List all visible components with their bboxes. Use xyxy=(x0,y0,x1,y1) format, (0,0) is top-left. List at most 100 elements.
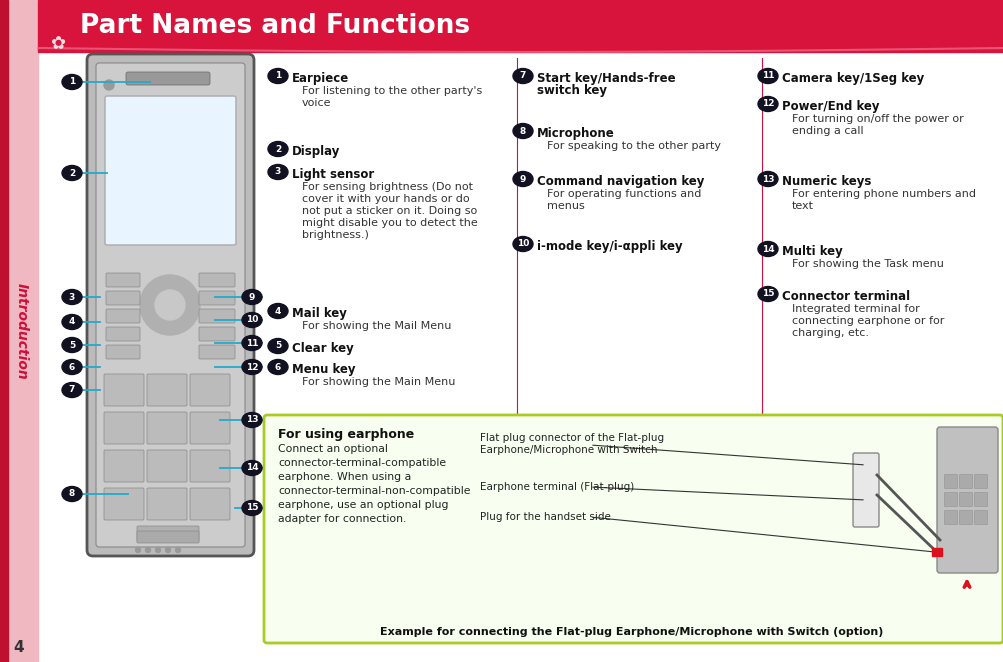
Text: ending a call: ending a call xyxy=(791,126,863,136)
FancyBboxPatch shape xyxy=(146,374,187,406)
FancyBboxPatch shape xyxy=(944,510,957,524)
Text: Flat plug connector of the Flat-plug
Earphone/Microphone with Switch: Flat plug connector of the Flat-plug Ear… xyxy=(479,433,663,455)
Text: 14: 14 xyxy=(761,244,773,254)
FancyBboxPatch shape xyxy=(136,531,199,543)
Text: Connect an optional: Connect an optional xyxy=(278,444,387,454)
Circle shape xyxy=(135,547,140,553)
Bar xyxy=(38,0,1003,52)
Text: 1: 1 xyxy=(275,71,281,81)
FancyBboxPatch shape xyxy=(974,493,987,506)
Text: 5: 5 xyxy=(69,340,75,350)
Text: For operating functions and: For operating functions and xyxy=(547,189,701,199)
Ellipse shape xyxy=(62,75,82,89)
FancyBboxPatch shape xyxy=(190,412,230,444)
Text: Example for connecting the Flat-plug Earphone/Microphone with Switch (option): Example for connecting the Flat-plug Ear… xyxy=(380,627,883,637)
Text: 15: 15 xyxy=(761,289,773,299)
Ellipse shape xyxy=(242,500,262,516)
FancyBboxPatch shape xyxy=(959,475,972,489)
Text: 2: 2 xyxy=(69,169,75,177)
Text: earphone. When using a: earphone. When using a xyxy=(278,472,411,482)
Ellipse shape xyxy=(513,124,533,138)
Circle shape xyxy=(165,547,171,553)
FancyBboxPatch shape xyxy=(87,54,254,556)
Text: For showing the Main Menu: For showing the Main Menu xyxy=(302,377,455,387)
Ellipse shape xyxy=(62,289,82,305)
Circle shape xyxy=(104,80,114,90)
FancyBboxPatch shape xyxy=(106,309,139,323)
Text: 5: 5 xyxy=(275,342,281,350)
Text: 14: 14 xyxy=(246,463,258,473)
FancyBboxPatch shape xyxy=(959,510,972,524)
Text: Camera key/1Seg key: Camera key/1Seg key xyxy=(781,72,924,85)
Text: 7: 7 xyxy=(69,385,75,395)
Ellipse shape xyxy=(268,68,288,83)
Bar xyxy=(0,0,8,662)
Text: Mail key: Mail key xyxy=(292,307,346,320)
Text: cover it with your hands or do: cover it with your hands or do xyxy=(302,194,469,204)
FancyBboxPatch shape xyxy=(190,450,230,482)
Text: 8: 8 xyxy=(520,126,526,136)
FancyBboxPatch shape xyxy=(853,453,878,527)
Text: Part Names and Functions: Part Names and Functions xyxy=(80,13,469,39)
Circle shape xyxy=(145,547,150,553)
Ellipse shape xyxy=(62,383,82,397)
Text: Multi key: Multi key xyxy=(781,245,842,258)
Text: adapter for connection.: adapter for connection. xyxy=(278,514,406,524)
Text: menus: menus xyxy=(547,201,584,211)
Text: 11: 11 xyxy=(246,338,258,348)
FancyBboxPatch shape xyxy=(199,309,235,323)
FancyBboxPatch shape xyxy=(104,412,143,444)
Text: might disable you to detect the: might disable you to detect the xyxy=(302,218,477,228)
Text: 13: 13 xyxy=(761,175,773,183)
Text: 9: 9 xyxy=(249,293,255,301)
FancyBboxPatch shape xyxy=(199,345,235,359)
Ellipse shape xyxy=(242,461,262,475)
Text: Connector terminal: Connector terminal xyxy=(781,290,909,303)
Text: 10: 10 xyxy=(517,240,529,248)
Text: connector-terminal-compatible: connector-terminal-compatible xyxy=(278,458,445,468)
FancyBboxPatch shape xyxy=(199,273,235,287)
Text: 2: 2 xyxy=(275,144,281,154)
Ellipse shape xyxy=(757,97,777,111)
Circle shape xyxy=(155,547,160,553)
Text: 13: 13 xyxy=(246,416,258,424)
FancyBboxPatch shape xyxy=(106,327,139,341)
FancyBboxPatch shape xyxy=(190,488,230,520)
FancyBboxPatch shape xyxy=(974,475,987,489)
FancyBboxPatch shape xyxy=(944,493,957,506)
Text: brightness.): brightness.) xyxy=(302,230,368,240)
Circle shape xyxy=(154,290,185,320)
Ellipse shape xyxy=(242,359,262,375)
Text: Start key/Hands-free: Start key/Hands-free xyxy=(537,72,675,85)
Text: For using earphone: For using earphone xyxy=(278,428,414,441)
Text: 4: 4 xyxy=(14,641,24,655)
Text: connecting earphone or for: connecting earphone or for xyxy=(791,316,944,326)
FancyBboxPatch shape xyxy=(959,493,972,506)
Ellipse shape xyxy=(268,142,288,156)
Text: Introduction: Introduction xyxy=(15,283,29,379)
Text: 3: 3 xyxy=(69,293,75,301)
FancyBboxPatch shape xyxy=(96,63,245,547)
Ellipse shape xyxy=(62,314,82,330)
Text: 6: 6 xyxy=(275,363,281,371)
Ellipse shape xyxy=(62,338,82,352)
Text: i-mode key/i-αppli key: i-mode key/i-αppli key xyxy=(537,240,682,253)
Ellipse shape xyxy=(513,68,533,83)
Text: Light sensor: Light sensor xyxy=(292,168,374,181)
Text: 12: 12 xyxy=(246,363,258,371)
FancyBboxPatch shape xyxy=(264,415,1002,643)
Text: 15: 15 xyxy=(246,504,258,512)
FancyBboxPatch shape xyxy=(199,291,235,305)
Text: For showing the Mail Menu: For showing the Mail Menu xyxy=(302,321,451,331)
Ellipse shape xyxy=(242,289,262,305)
FancyBboxPatch shape xyxy=(106,345,139,359)
Text: 4: 4 xyxy=(69,318,75,326)
Text: For listening to the other party's: For listening to the other party's xyxy=(302,86,481,96)
Ellipse shape xyxy=(757,171,777,187)
Text: Earphone terminal (Flat-plug): Earphone terminal (Flat-plug) xyxy=(479,482,634,492)
Ellipse shape xyxy=(268,359,288,375)
Ellipse shape xyxy=(513,171,533,187)
Bar xyxy=(931,548,941,556)
FancyBboxPatch shape xyxy=(125,72,210,85)
Text: Microphone: Microphone xyxy=(537,127,614,140)
